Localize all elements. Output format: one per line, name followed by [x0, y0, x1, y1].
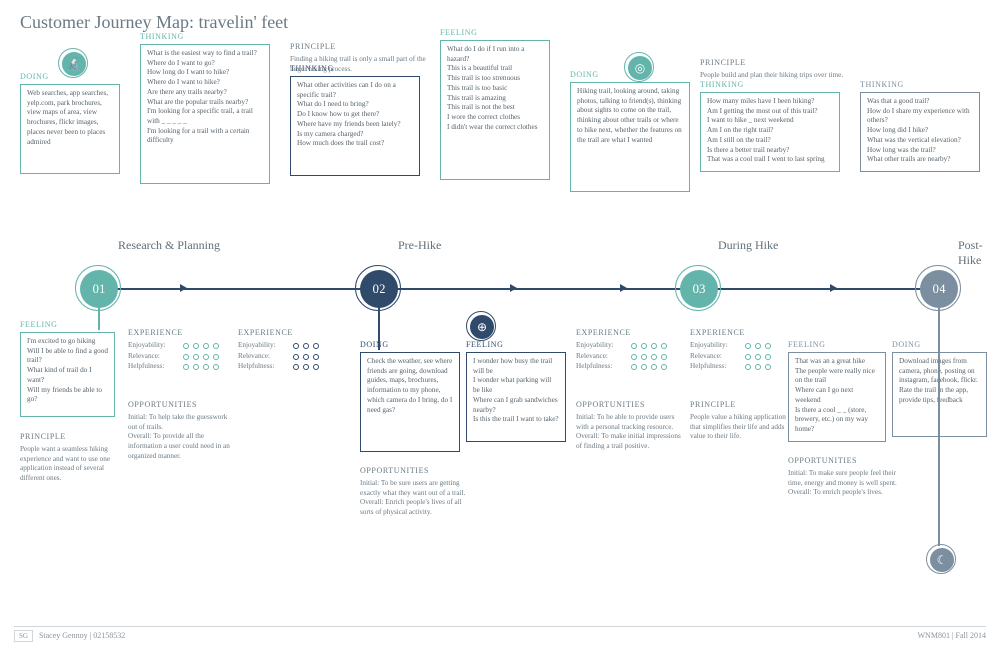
- s1-feeling: I'm excited to go hikingWill I be able t…: [20, 332, 115, 417]
- footer-badge: SG: [14, 630, 33, 642]
- s2-feeling-hdr: FEELING: [466, 340, 504, 349]
- s3-exp-a-hdr: EXPERIENCE: [576, 328, 631, 337]
- stage-label-02: Pre-Hike: [398, 238, 441, 253]
- s4-feeling: That was an a great hikeThe people were …: [788, 352, 886, 442]
- zoom-icon: ⊕: [470, 315, 494, 339]
- s3-thinking: How many miles have I been hiking?Am I g…: [700, 92, 840, 172]
- connector-pre-down: [378, 290, 380, 350]
- s3-principle-top: PRINCIPLEPeople build and plan their hik…: [700, 58, 850, 81]
- arrow-2: [510, 284, 517, 292]
- s1-doing: Web searches, app searches, yelp.com, pa…: [20, 84, 120, 174]
- s1-exp: Enjoyability:Relevance:Helpfulness:: [128, 340, 233, 373]
- s2-principle-top: PRINCIPLEFinding a hiking trail is only …: [290, 42, 435, 74]
- stage-label-01: Research & Planning: [118, 238, 220, 253]
- footer-right: WNM801 | Fall 2014: [918, 631, 987, 640]
- s3-exp-b-hdr: EXPERIENCE: [690, 328, 745, 337]
- target-icon: ◎: [628, 56, 652, 80]
- s3-doing-hdr: DOING: [570, 70, 599, 79]
- s1-principle: PRINCIPLEPeople want a seamless hiking e…: [20, 432, 120, 484]
- footer-author: Stacey Gennoy | 02158532: [39, 631, 125, 640]
- s3-feeling-hdr: FEELING: [440, 28, 478, 37]
- arrow-1: [180, 284, 187, 292]
- s3-exp-a: Enjoyability:Relevance:Helpfulness:: [576, 340, 681, 373]
- arrow-4: [830, 284, 837, 292]
- s1-opps: OPPORTUNITIESInitial: To help take the g…: [128, 400, 238, 461]
- s3-doing: Hiking trail, looking around, taking pho…: [570, 82, 690, 192]
- s1-thinking: What is the easiest way to find a trail?…: [140, 44, 270, 184]
- s2-exp-hdr: EXPERIENCE: [238, 328, 293, 337]
- s4-opps: OPPORTUNITIESInitial: To make sure peopl…: [788, 456, 898, 498]
- s4-thinking-hdr: THINKING: [860, 80, 904, 89]
- s3-thinking-hdr: THINKING: [700, 80, 744, 89]
- s2-thinking: What other activities can I do on a spec…: [290, 76, 420, 176]
- microscope-icon: 🔬: [62, 52, 86, 76]
- connector-s1-down: [98, 290, 100, 330]
- s3-principle-b: PRINCIPLEPeople value a hiking applicati…: [690, 400, 790, 442]
- s4-thinking: Was that a good trail?How do I share my …: [860, 92, 980, 172]
- s2-feeling: I wonder how busy the trail will beI won…: [466, 352, 566, 442]
- stage-label-04: Post-Hike: [958, 238, 1000, 268]
- s3-feeling: What do I do if I run into a hazard?This…: [440, 40, 550, 180]
- moon-icon: ☾: [930, 548, 954, 572]
- s1-feeling-hdr: FEELING: [20, 320, 58, 329]
- s1-exp-hdr: EXPERIENCE: [128, 328, 183, 337]
- s2-opps: OPPORTUNITIESInitial: To be sure users a…: [360, 466, 470, 518]
- stage-node-03: 03: [680, 270, 718, 308]
- connector-main: [100, 288, 935, 290]
- arrow-3: [620, 284, 627, 292]
- stage-label-03: During Hike: [718, 238, 778, 253]
- s2-doing-hdr: DOING: [360, 340, 389, 349]
- s3-opps: OPPORTUNITIESInitial: To be able to prov…: [576, 400, 686, 452]
- s3-exp-b: Enjoyability:Relevance:Helpfulness:: [690, 340, 795, 373]
- footer: SG Stacey Gennoy | 02158532 WNM801 | Fall…: [14, 626, 986, 640]
- page-title: Customer Journey Map: travelin' feet: [20, 12, 288, 33]
- connector-post-down: [938, 290, 940, 546]
- s4-doing-hdr: DOING: [892, 340, 921, 349]
- s1-doing-hdr: DOING: [20, 72, 49, 81]
- s2-exp: Enjoyability:Relevance:Helpfulness:: [238, 340, 343, 373]
- s2-doing: Check the weather, see where friends are…: [360, 352, 460, 452]
- s1-thinking-hdr: THINKING: [140, 32, 184, 41]
